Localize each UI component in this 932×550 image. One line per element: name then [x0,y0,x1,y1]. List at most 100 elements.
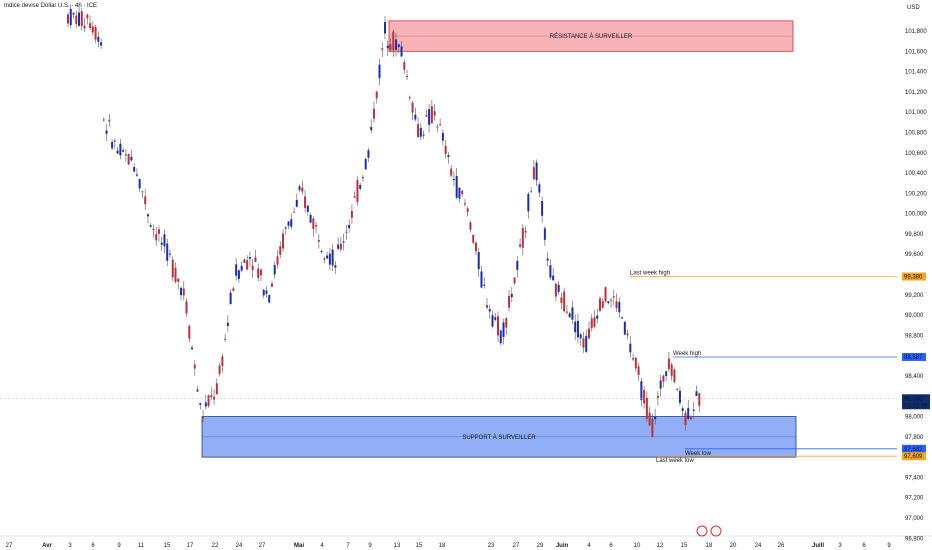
candle-body [538,184,541,193]
candle-body [359,184,362,189]
candle-body [535,162,538,181]
candle-body [177,278,180,282]
candle-body [519,244,522,247]
time-tick-label: 15 [164,543,171,549]
level-price-text: 97,682 [904,447,923,453]
candle-body [585,335,588,352]
candle-body [645,397,648,419]
time-tick-label: 17 [187,543,194,549]
candle-body [75,15,78,24]
candle-body [684,412,687,425]
current-price-tag [902,394,930,410]
candle-body [400,46,403,57]
candle-body [326,255,329,259]
candle-body [284,227,287,229]
candle-body [601,301,604,308]
candle-body [196,389,199,392]
currency-label: USD [907,5,920,11]
candle-body [654,416,657,420]
candle-body [298,186,301,190]
price-tick-label: 101,400 [905,70,927,76]
time-tick-label: 15 [681,543,688,549]
candle-body [469,222,472,230]
candle-body [576,320,579,338]
price-tick-label: 100,600 [905,151,927,157]
candle-body [306,205,309,212]
candle-body [108,119,111,122]
candle-body [127,153,130,165]
candle-body [215,383,218,395]
candle-body [102,119,105,121]
candle-body [160,242,163,245]
candle-body [191,347,194,350]
candle-body [480,271,483,288]
candle-body [474,242,477,252]
candle-body [262,289,265,296]
candle-body [240,265,243,271]
candle-body [180,287,183,296]
candle-body [119,143,122,156]
candle-body [610,299,613,301]
candle-body [425,115,428,117]
candle-body [582,338,585,348]
event-flag-icon [710,525,722,537]
candle-body [356,180,359,203]
candle-body [472,234,475,243]
candle-body [527,193,530,212]
candle-body [224,338,227,340]
candle-body [89,23,92,29]
candle-body [229,292,232,305]
candle-body [428,109,431,125]
support-zone-label: SUPPORT À SURVEILLER [462,434,536,441]
candle-body [552,275,555,281]
candle-body [466,208,469,212]
time-tick-label: 9 [117,543,121,549]
price-tick-label: 100,800 [905,130,927,136]
candle-body [243,259,246,264]
candle-body [290,219,293,227]
candle-body [138,179,141,189]
candle-body [513,277,516,284]
candle-body [439,124,442,126]
candle-body [618,302,621,313]
time-tick-label: Avr [42,543,52,549]
time-tick-label: 9 [368,543,372,549]
candle-body [213,396,216,400]
candle-body [463,203,466,205]
time-tick-label: 23 [488,543,495,549]
candle-body [342,241,345,243]
candle-body [273,264,276,275]
candle-body [574,321,577,333]
candle-body [441,132,444,141]
candle-body [389,44,392,51]
candle-body [615,301,618,309]
candle-body [133,166,136,172]
candle-body [406,75,409,77]
candle-body [695,391,698,397]
candle-body [353,196,356,198]
candle-body [257,268,260,278]
time-tick-label: 27 [259,543,266,549]
price-tick-label: 97,400 [905,475,924,481]
level-price-text: 99,380 [904,275,923,281]
time-tick-label: 4 [320,543,324,549]
candle-body [604,287,607,302]
candle-body [69,8,72,26]
candle-body [155,234,158,241]
candle-body [135,174,138,176]
time-tick-label: Juin [556,543,569,549]
chart-title: Indice devise Dollar U.S. · 4h · ICE [4,3,98,9]
candle-body [152,228,155,231]
candle-body [651,418,654,437]
candle-body [226,322,229,326]
candle-body [673,369,676,383]
candle-body [100,42,103,46]
candle-body [248,257,251,259]
candle-body [193,364,196,369]
candle-body [254,257,257,262]
time-tick-label: Juill [812,543,824,549]
time-tick-label: 12 [657,543,664,549]
price-tick-label: 99,600 [905,252,924,258]
